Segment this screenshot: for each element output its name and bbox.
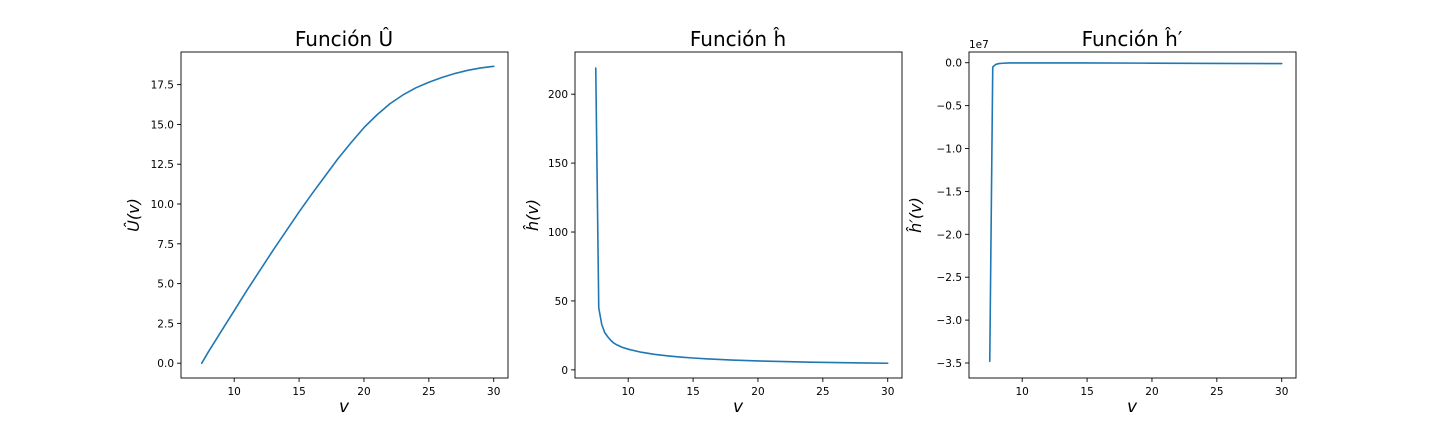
y-tick-label: 2.5: [157, 318, 174, 330]
x-tick-label: 20: [357, 386, 370, 398]
y-ticks: 0.0 2.5 5.0 7.5 10.0 12.5 15.0 17.5: [151, 80, 181, 370]
x-axis-label: v: [733, 397, 744, 417]
y-tick-label: 0.0: [945, 58, 962, 70]
x-tick-label: 25: [1210, 386, 1223, 398]
subplot-h-hat-prime: Función ĥ′ 1e7 10 15 20 25 30 0.0 −0.5 −1.0 −1.…: [906, 27, 1297, 417]
x-ticks: 10 15 20 25 30: [228, 378, 500, 398]
x-tick-label: 25: [816, 386, 829, 398]
subplot-u-hat: Función Û 10 15 20 25 30 0.0 2.5 5.0 7.5 10.0 12.…: [124, 27, 509, 417]
chart-title: Función ĥ′: [1082, 27, 1183, 51]
x-tick-label: 15: [292, 386, 305, 398]
x-tick-label: 10: [1016, 386, 1029, 398]
plot-frame: [180, 51, 509, 379]
y-axis-label: Û(v): [124, 198, 143, 232]
y-tick-label: 100: [548, 227, 568, 239]
x-tick-label: 10: [622, 386, 635, 398]
x-ticks: 10 15 20 25 30: [622, 378, 894, 398]
y-tick-label: 50: [555, 296, 568, 308]
chart-title: Función Û: [295, 27, 393, 51]
y-tick-label: −2.0: [937, 229, 963, 241]
y-tick-label: 17.5: [151, 80, 174, 92]
x-tick-label: 25: [422, 386, 435, 398]
x-axis-label: v: [339, 397, 350, 417]
y-tick-label: 7.5: [157, 239, 174, 251]
x-axis-label: v: [1127, 397, 1138, 417]
x-tick-label: 10: [228, 386, 241, 398]
x-tick-label: 20: [751, 386, 764, 398]
series-line: [988, 62, 1283, 363]
y-axis-label: ĥ′(v): [906, 197, 925, 233]
y-tick-label: −3.0: [937, 315, 963, 327]
x-tick-label: 15: [686, 386, 699, 398]
y-tick-label: −1.5: [937, 186, 963, 198]
subplot-h-hat: Función ĥ 10 15 20 25 30 0 50 100 150 200 v ĥ(v): [523, 27, 903, 417]
y-tick-label: 0: [561, 365, 568, 377]
chart-title: Función ĥ: [690, 27, 786, 51]
series-line: [200, 65, 495, 364]
y-tick-label: 10.0: [151, 199, 174, 211]
series-line: [594, 67, 889, 365]
y-ticks: 0 50 100 150 200: [548, 89, 575, 377]
y-tick-label: −2.5: [937, 272, 963, 284]
y-tick-label: 200: [548, 89, 568, 101]
y-tick-label: −0.5: [937, 101, 963, 113]
y-tick-label: −3.5: [937, 358, 963, 370]
y-ticks: 0.0 −0.5 −1.0 −1.5 −2.0 −2.5 −3.0 −3.5: [937, 58, 969, 370]
y-tick-label: 0.0: [157, 358, 174, 370]
x-tick-label: 30: [1275, 386, 1288, 398]
y-tick-label: 15.0: [151, 119, 174, 131]
y-offset-label: 1e7: [969, 39, 989, 51]
x-tick-label: 15: [1080, 386, 1093, 398]
x-tick-label: 20: [1145, 386, 1158, 398]
x-ticks: 10 15 20 25 30: [1016, 378, 1288, 398]
y-tick-label: −1.0: [937, 144, 963, 156]
y-tick-label: 150: [548, 158, 568, 170]
y-tick-label: 5.0: [157, 279, 174, 291]
plot-frame: [968, 51, 1297, 379]
x-tick-label: 30: [881, 386, 894, 398]
plot-frame: [574, 51, 903, 379]
y-axis-label: ĥ(v): [523, 199, 542, 231]
x-tick-label: 30: [487, 386, 500, 398]
y-tick-label: 12.5: [151, 159, 174, 171]
